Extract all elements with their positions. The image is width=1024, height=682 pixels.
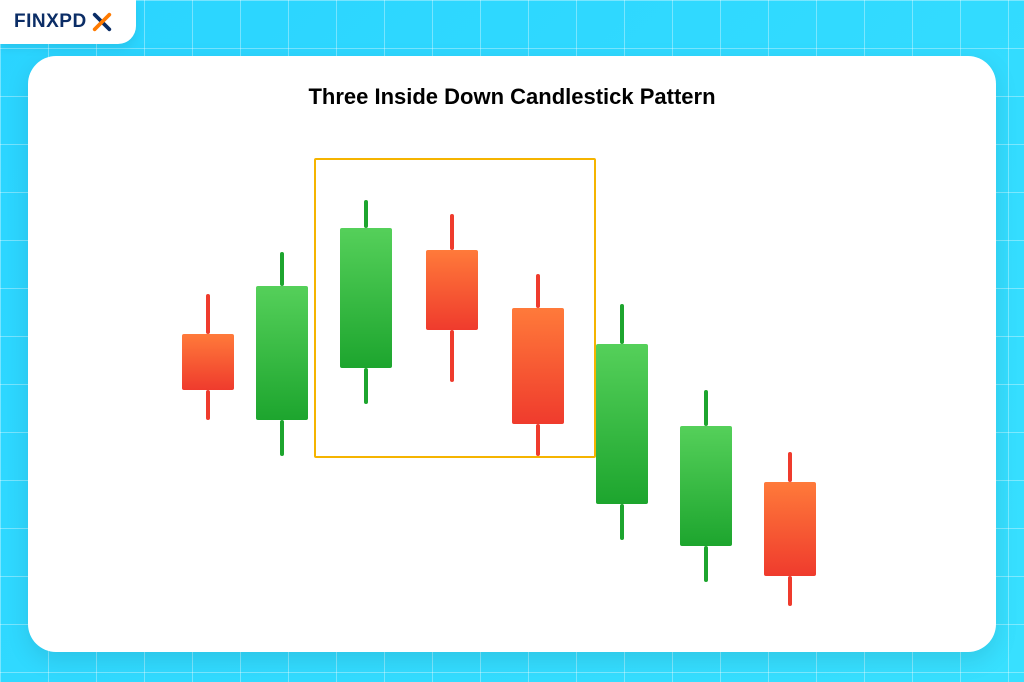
candle-upper-wick bbox=[620, 304, 624, 344]
candle-lower-wick bbox=[450, 330, 454, 382]
page-background: FINXPD Three Inside Down Candlestick Pat… bbox=[0, 0, 1024, 682]
candle-upper-wick bbox=[788, 452, 792, 482]
chart-title: Three Inside Down Candlestick Pattern bbox=[28, 84, 996, 110]
candle-upper-wick bbox=[536, 274, 540, 308]
candle-lower-wick bbox=[620, 504, 624, 540]
candle bbox=[764, 136, 816, 632]
candle-body bbox=[426, 250, 478, 330]
logo-text: FINXPD bbox=[14, 11, 87, 33]
candle bbox=[182, 136, 234, 632]
candle bbox=[426, 136, 478, 632]
candle-lower-wick bbox=[788, 576, 792, 606]
logo-x-icon bbox=[91, 11, 113, 33]
candle-lower-wick bbox=[704, 546, 708, 582]
candle-lower-wick bbox=[280, 420, 284, 456]
candle-body bbox=[340, 228, 392, 368]
candle-lower-wick bbox=[364, 368, 368, 404]
logo-badge: FINXPD bbox=[0, 0, 136, 44]
candle bbox=[512, 136, 564, 632]
candle-lower-wick bbox=[536, 424, 540, 456]
candle-body bbox=[256, 286, 308, 420]
candle-body bbox=[512, 308, 564, 424]
candle-body bbox=[182, 334, 234, 390]
candle bbox=[680, 136, 732, 632]
candle-lower-wick bbox=[206, 390, 210, 420]
chart-card: Three Inside Down Candlestick Pattern bbox=[28, 56, 996, 652]
candle-body bbox=[764, 482, 816, 576]
candle-upper-wick bbox=[450, 214, 454, 250]
candle bbox=[256, 136, 308, 632]
candle-upper-wick bbox=[280, 252, 284, 286]
candle bbox=[340, 136, 392, 632]
candle-body bbox=[680, 426, 732, 546]
candle-upper-wick bbox=[364, 200, 368, 228]
candle-body bbox=[596, 344, 648, 504]
chart-area bbox=[28, 136, 996, 632]
candle bbox=[596, 136, 648, 632]
candle-upper-wick bbox=[704, 390, 708, 426]
candle-upper-wick bbox=[206, 294, 210, 334]
